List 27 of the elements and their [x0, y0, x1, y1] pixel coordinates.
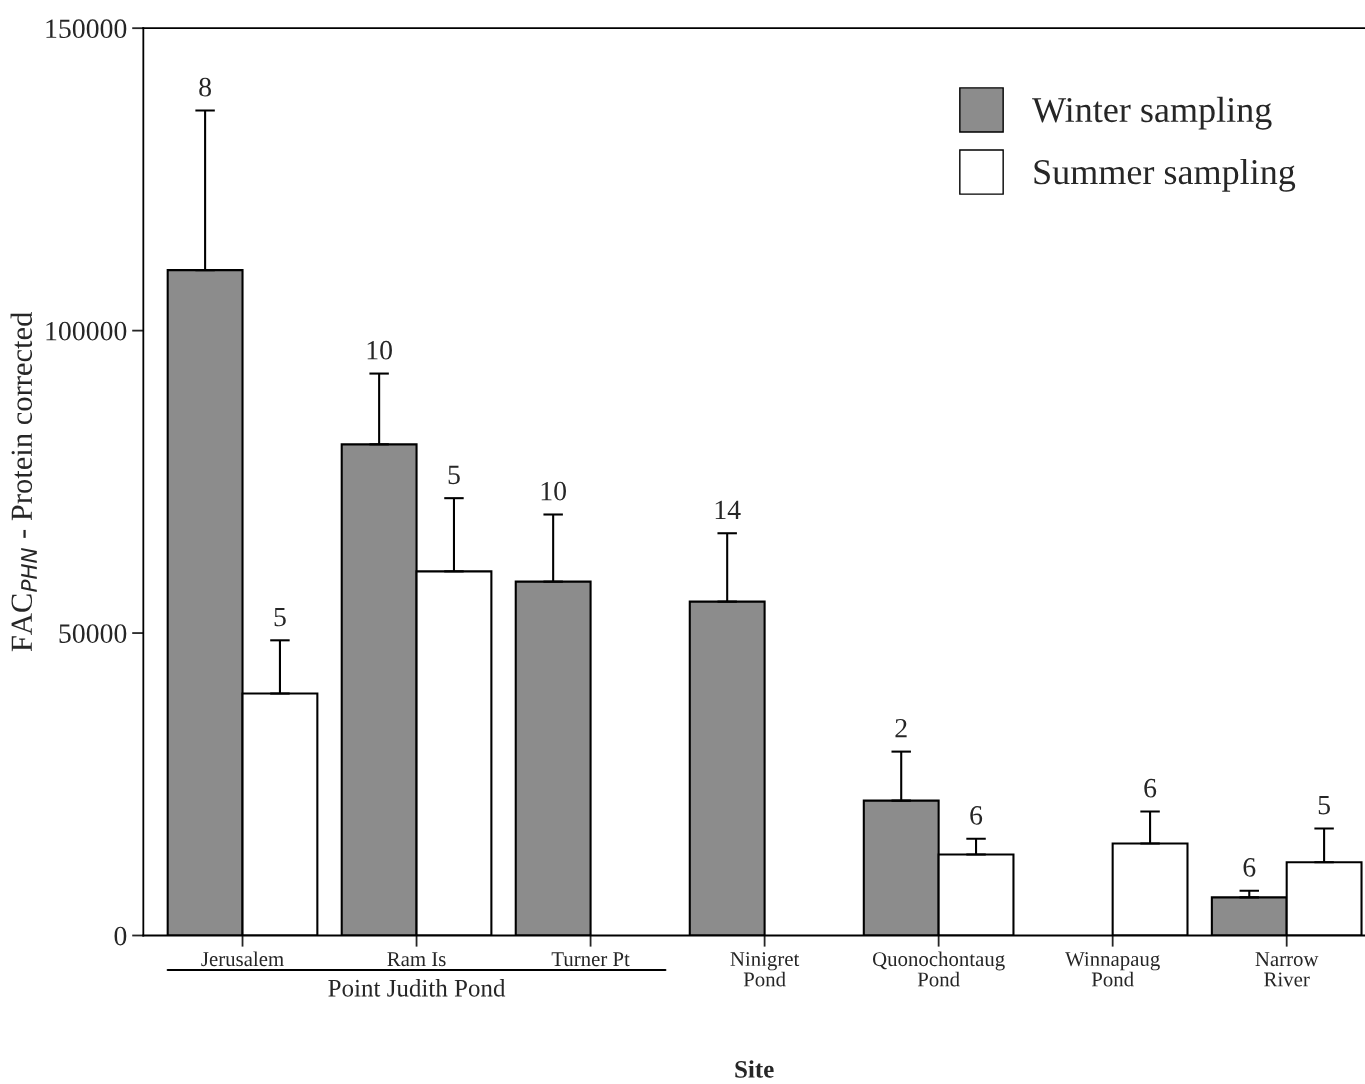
x-tick-label: Winnapaug Pond [1065, 952, 1160, 987]
annotation: 8 [199, 77, 211, 97]
annotation: 6 [1243, 858, 1256, 877]
text: Point Judith Pond [328, 979, 506, 997]
y-tick-label: 50000 [59, 624, 127, 643]
y-tick-label: 0 [114, 926, 127, 946]
annotation: 5 [448, 465, 460, 485]
y-tick-label: 150000 [46, 19, 127, 39]
y-axis-title: FAC$_{PHN}$ - Protein corrected [10, 312, 37, 652]
legend-label: Summer sampling [1034, 158, 1296, 192]
annotation: 2 [895, 718, 907, 738]
x-tick-label: Narrow River [1255, 952, 1319, 987]
x-tick-label: Jerusalem [201, 951, 284, 967]
y-tick-label: 100000 [46, 321, 127, 341]
annotation: 6 [970, 806, 983, 825]
x-tick-label: Turner Pt [551, 952, 630, 967]
annotation: 10 [541, 481, 566, 501]
annotation: 14 [715, 500, 741, 519]
annotation: 6 [1144, 778, 1157, 798]
legend-label: Winter sampling [1032, 96, 1272, 130]
x-tick-label: Quonochontaug Pond [872, 951, 1005, 987]
annotation: 5 [1318, 795, 1330, 815]
annotation: 10 [367, 340, 392, 360]
annotation: 5 [274, 607, 286, 627]
x-axis-title: Site [735, 1060, 774, 1078]
x-tick-label: Ram Is [387, 952, 446, 967]
x-tick-label: Ninigret Pond [730, 952, 800, 987]
